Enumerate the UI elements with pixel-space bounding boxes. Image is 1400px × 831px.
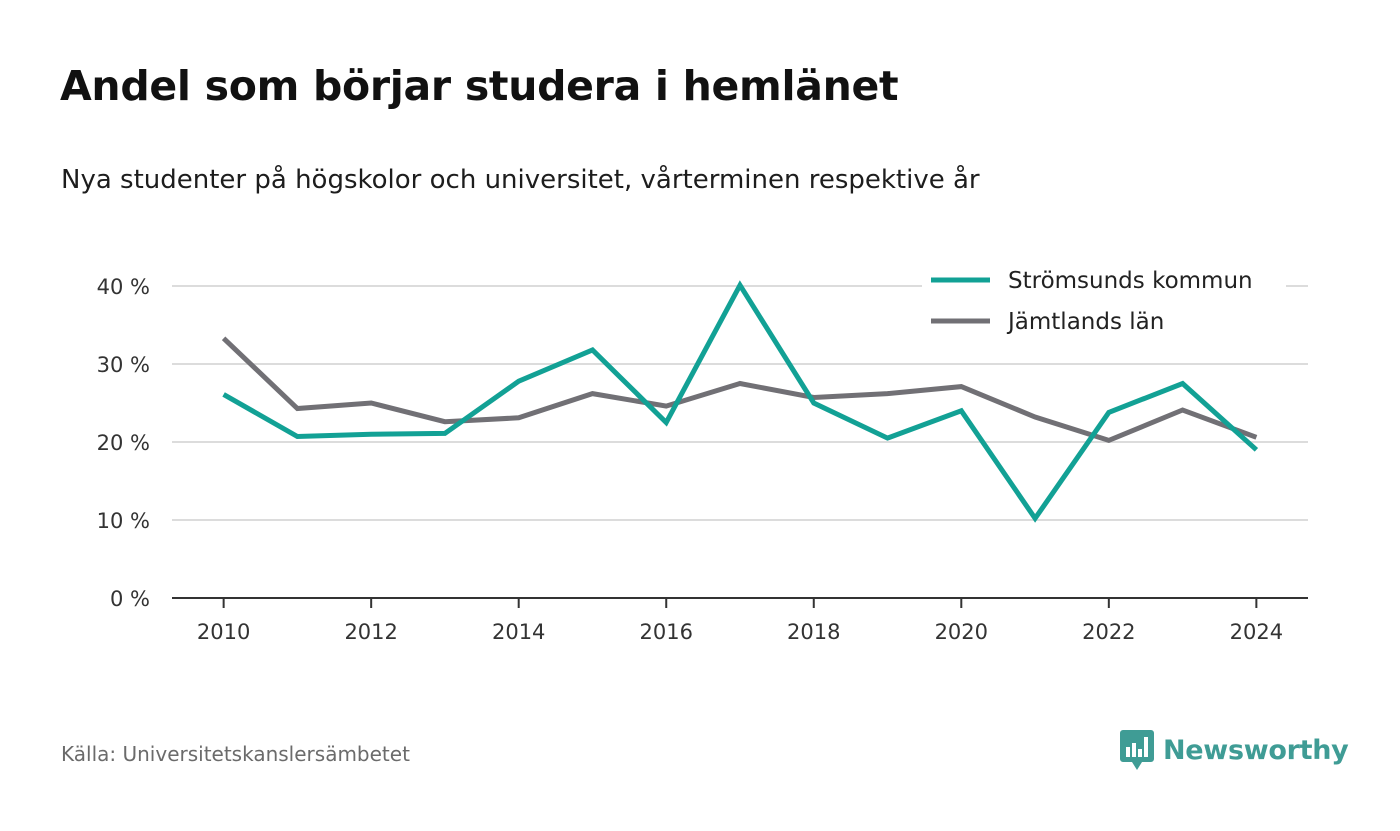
series-lines xyxy=(221,280,1259,523)
y-tick-label: 0 % xyxy=(110,587,150,611)
legend-background xyxy=(922,262,1286,344)
chart-subtitle: Nya studenter på högskolor och universit… xyxy=(61,165,980,195)
y-tick-label: 30 % xyxy=(97,353,150,377)
series-line-2 xyxy=(221,336,1258,444)
brand-name: Newsworthy xyxy=(1163,734,1349,766)
legend-label: Jämtlands län xyxy=(1006,309,1164,335)
y-tick-label: 10 % xyxy=(97,509,150,533)
legend-label: Strömsunds kommun xyxy=(1008,268,1253,294)
x-tick-label: 2024 xyxy=(1230,620,1283,644)
bar-chart-speech-bubble-icon xyxy=(1120,730,1154,770)
brand-logo: Newsworthy xyxy=(1119,728,1349,772)
chart-title: Andel som börjar studera i hemlänet xyxy=(60,62,899,110)
x-tick-label: 2010 xyxy=(197,620,250,644)
x-tick-label: 2014 xyxy=(492,620,545,644)
x-axis-ticks: 2010 2012 2014 2016 2018 2020 2022 2024 xyxy=(197,598,1283,644)
line-chart: 0 % 10 % 20 % 30 % 40 % 2010 2012 2014 2016 2018… xyxy=(96,262,1308,644)
y-axis-ticks: 0 % 10 % 20 % 30 % 40 % xyxy=(97,275,150,611)
x-tick-label: 2016 xyxy=(640,620,693,644)
legend: Strömsunds kommun Jämtlands län xyxy=(922,262,1286,344)
series-line-1 xyxy=(222,280,1259,523)
x-tick-label: 2022 xyxy=(1082,620,1135,644)
x-tick-label: 2012 xyxy=(344,620,397,644)
x-tick-label: 2018 xyxy=(787,620,840,644)
source-note: Källa: Universitetskanslersämbetet xyxy=(61,742,410,766)
x-tick-label: 2020 xyxy=(935,620,988,644)
y-tick-label: 20 % xyxy=(97,431,150,455)
y-tick-label: 40 % xyxy=(97,275,150,299)
